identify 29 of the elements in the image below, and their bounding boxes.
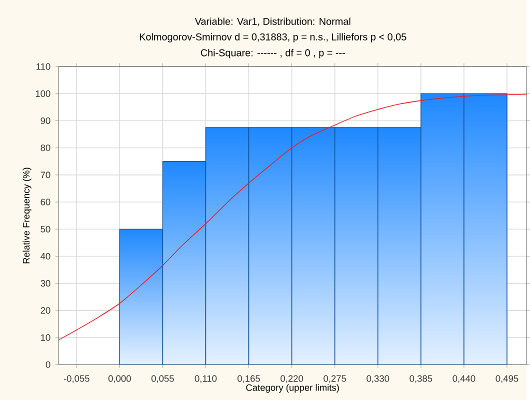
x-tick-label: 0,440 xyxy=(452,375,476,383)
y-tick-label: 50 xyxy=(40,226,50,232)
y-tick-label: 90 xyxy=(40,117,50,124)
y-tick-label: 10 xyxy=(41,334,50,341)
y-tick-label: 30 xyxy=(40,280,50,286)
x-tick-label: 0,000 xyxy=(108,375,131,383)
x-tick-label: 0,055 xyxy=(151,375,174,383)
chart-title: Variable: Var1, Distribution: Normal xyxy=(194,17,350,26)
y-tick-label: 100 xyxy=(36,90,50,97)
y-tick-label: 110 xyxy=(36,63,50,70)
line-series xyxy=(58,94,527,340)
x-tick-label: -0,055 xyxy=(64,375,90,383)
x-tick-label: 0,165 xyxy=(238,375,260,383)
x-tick-label: 0,385 xyxy=(410,375,432,383)
x-tick-label: 0,220 xyxy=(280,375,304,383)
y-tick-label: 80 xyxy=(40,144,50,151)
y-tick-label: 20 xyxy=(40,306,50,314)
chart-subtitle: Kolmogorov-Smirnov d = 0,31883, p = n.s., Lilliefors p < 0,05 xyxy=(140,32,406,42)
x-tick-label: 0,110 xyxy=(194,375,217,383)
y-tick-label: 40 xyxy=(40,252,50,260)
y-tick-label: 0 xyxy=(46,361,50,368)
y-tick-label: 60 xyxy=(40,198,50,206)
x-tick-label: 0,495 xyxy=(496,375,518,383)
text: Chi-Square: ------ , df = 0 , p = --- xyxy=(200,48,345,58)
x-tick-label: 0,275 xyxy=(324,375,346,383)
x-tick-label: 0,330 xyxy=(366,375,390,383)
x-axis-title: Category (upper limits) xyxy=(246,384,339,393)
y-axis-title: Relative Frequency (%) xyxy=(22,168,32,264)
y-tick-label: 70 xyxy=(40,171,50,178)
